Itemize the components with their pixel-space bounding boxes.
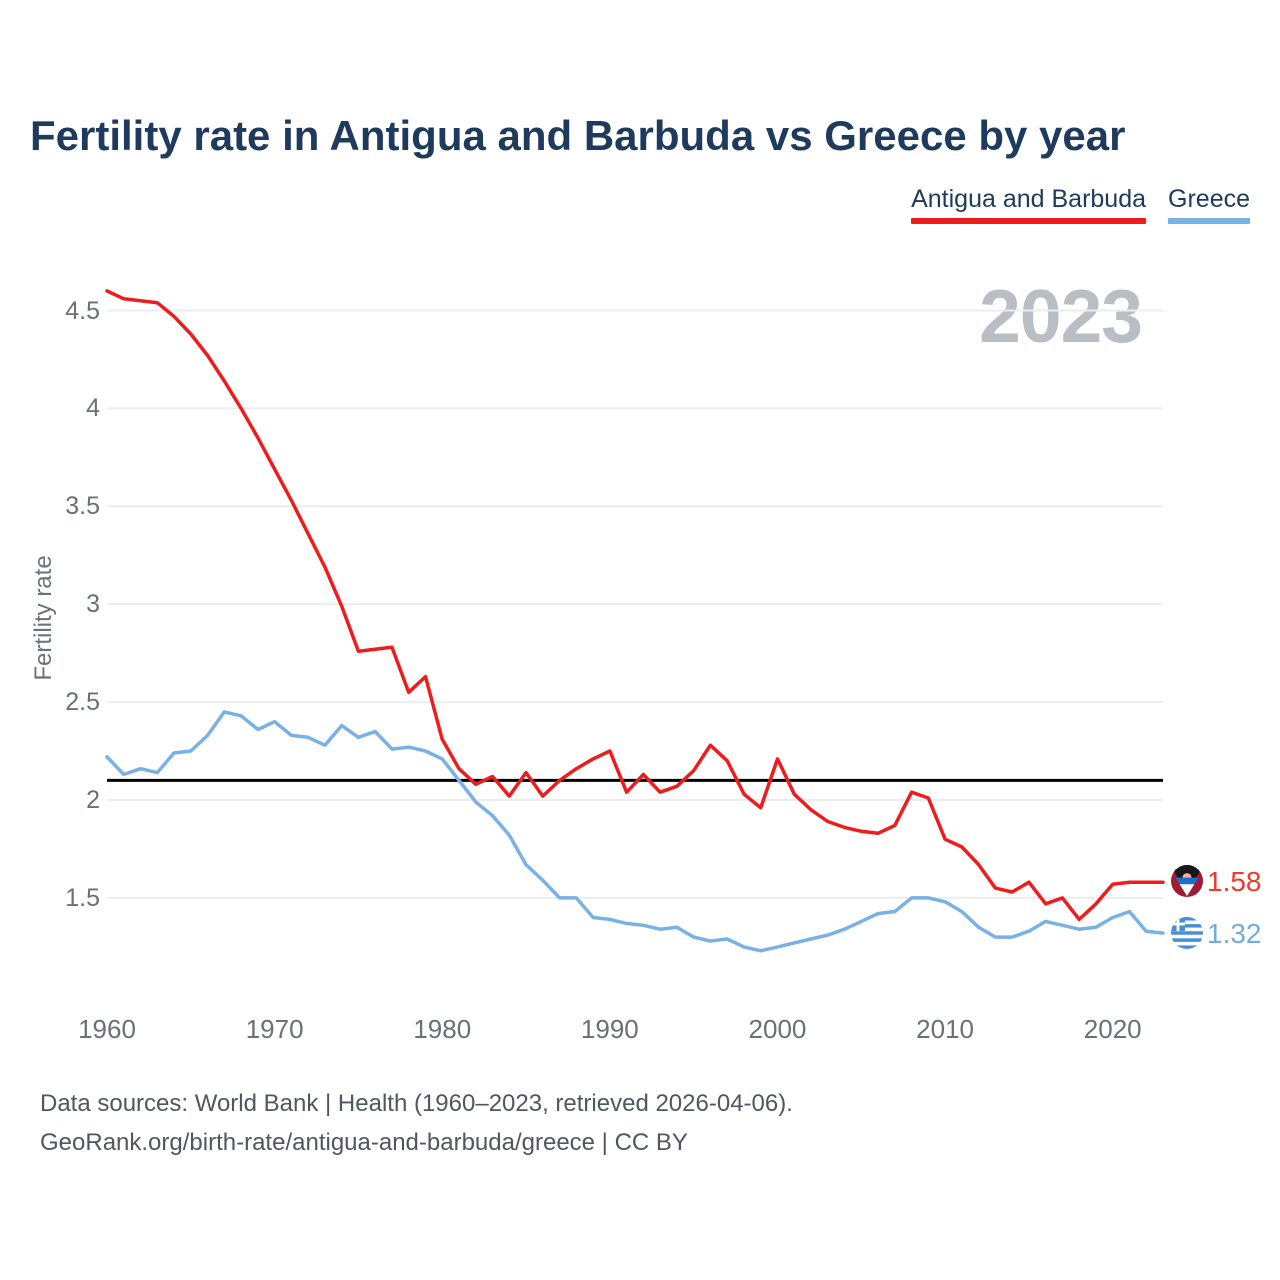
footer: Data sources: World Bank | Health (1960–… bbox=[40, 1084, 793, 1162]
y-tick-label: 2.5 bbox=[65, 688, 100, 717]
x-tick-label: 2010 bbox=[916, 1014, 975, 1044]
y-tick-label: 3.5 bbox=[65, 492, 100, 521]
legend-label-greece: Greece bbox=[1168, 185, 1250, 213]
x-tick-label: 1960 bbox=[78, 1014, 136, 1044]
legend-label-antigua-and-barbuda: Antigua and Barbuda bbox=[911, 185, 1147, 213]
antigua-and-barbuda-flag-icon bbox=[1171, 865, 1203, 897]
legend-item-greece[interactable]: Greece bbox=[1168, 185, 1250, 224]
antigua-series-line bbox=[105, 289, 1165, 922]
greece-end-value: 1.32 bbox=[1207, 918, 1262, 949]
y-axis-label: Fertility rate bbox=[30, 555, 57, 681]
legend-item-antigua-and-barbuda[interactable]: Antigua and Barbuda bbox=[911, 185, 1147, 224]
x-tick-label: 2020 bbox=[1083, 1014, 1142, 1044]
antigua-end-value: 1.58 bbox=[1207, 866, 1262, 897]
y-tick-label: 3 bbox=[86, 590, 100, 619]
legend-underline-antigua-and-barbuda bbox=[911, 218, 1147, 224]
x-tick-label: 1990 bbox=[580, 1014, 639, 1044]
greece-series-line bbox=[105, 710, 1165, 953]
x-tick-label: 1970 bbox=[245, 1014, 304, 1044]
y-tick-label: 4.5 bbox=[65, 296, 100, 325]
legend-underline-greece bbox=[1168, 218, 1250, 224]
greece-flag-icon bbox=[1171, 917, 1203, 949]
page-title: Fertility rate in Antigua and Barbuda vs… bbox=[30, 112, 1126, 159]
y-tick-label: 4 bbox=[86, 394, 100, 423]
year-watermark: 2023 bbox=[979, 274, 1143, 358]
y-tick-label: 1.5 bbox=[65, 883, 100, 912]
legend: Antigua and Barbuda Greece bbox=[911, 185, 1250, 224]
x-tick-label: 2000 bbox=[748, 1014, 807, 1044]
x-tick-label: 1980 bbox=[413, 1014, 472, 1044]
y-tick-label: 2 bbox=[86, 786, 100, 814]
footer-attribution: GeoRank.org/birth-rate/antigua-and-barbu… bbox=[40, 1129, 688, 1156]
footer-data-sources: Data sources: World Bank | Health (1960–… bbox=[40, 1090, 793, 1117]
